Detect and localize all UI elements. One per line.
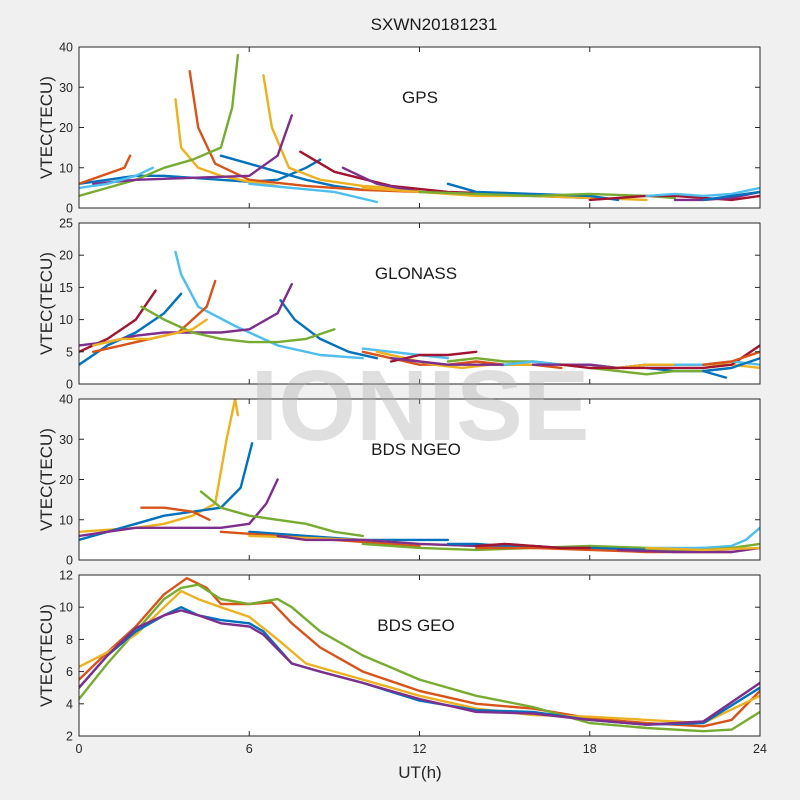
series-line-2: [79, 589, 760, 725]
y-tick-label: 20: [59, 473, 73, 487]
series-line-1: [279, 299, 379, 360]
series-line-21: [702, 357, 760, 373]
series-line-1: [233, 399, 240, 417]
series-line-13: [446, 182, 620, 202]
y-tick-label: 0: [66, 554, 73, 568]
x-tick-label: 12: [413, 742, 427, 756]
y-tick-label: 0: [66, 378, 73, 392]
series-line-7: [91, 318, 208, 347]
watermark: IONISE: [251, 350, 590, 462]
series-line-9: [79, 154, 132, 186]
series-line-4: [79, 609, 760, 726]
y-tick-label: 20: [59, 249, 73, 263]
y-tick-label: 6: [66, 665, 73, 679]
panel-label: GPS: [402, 88, 438, 107]
panel-0: 0 10 20 30 40 VTEC(TECU) GPS: [37, 41, 761, 216]
y-axis-label: VTEC(TECU): [37, 76, 56, 179]
series-line-5: [199, 490, 364, 538]
x-tick-label: 6: [246, 742, 253, 756]
series-line-17: [645, 546, 760, 552]
series-group: [79, 250, 760, 379]
series-line-0: [79, 158, 322, 186]
y-tick-label: 10: [59, 161, 73, 175]
y-tick-label: 40: [59, 393, 73, 407]
series-line-4: [262, 73, 421, 192]
y-tick-label: 30: [59, 433, 73, 447]
figure-title: SXWN20181231: [371, 15, 498, 34]
series-line-5: [79, 53, 240, 198]
plot-area: [79, 223, 760, 384]
y-tick-label: 10: [59, 601, 73, 615]
y-tick-label: 4: [66, 697, 73, 711]
series-group: [79, 399, 760, 554]
y-tick-label: 15: [59, 281, 73, 295]
y-tick-label: 30: [59, 81, 73, 95]
series-line-1: [79, 583, 760, 733]
y-axis-label: VTEC(TECU): [37, 428, 56, 531]
plot-area: [79, 399, 760, 560]
y-tick-label: 10: [59, 313, 73, 327]
panel-label: GLONASS: [375, 264, 457, 283]
series-line-7: [79, 166, 155, 190]
y-tick-label: 25: [59, 217, 73, 231]
y-tick-label: 0: [66, 202, 73, 216]
y-tick-label: 12: [59, 569, 73, 583]
x-tick-label: 18: [583, 742, 597, 756]
y-tick-label: 40: [59, 41, 73, 55]
y-tick-label: 8: [66, 633, 73, 647]
y-tick-label: 5: [66, 345, 73, 359]
plot-area: [79, 47, 760, 208]
series-line-6: [140, 305, 336, 344]
series-line-11: [389, 350, 478, 363]
x-tick-label: 0: [76, 742, 83, 756]
plot-area: [79, 575, 760, 736]
series-line-3: [174, 98, 279, 188]
panel-label: BDS GEO: [377, 616, 454, 635]
series-line-13: [475, 542, 591, 550]
series-line-6: [91, 114, 293, 186]
series-line-8: [248, 182, 379, 204]
series-line-1: [219, 154, 364, 192]
panel-label: BDS NGEO: [371, 440, 461, 459]
series-line-22: [702, 350, 760, 366]
series-line-19: [560, 344, 760, 370]
y-tick-label: 20: [59, 121, 73, 135]
series-line-16: [616, 546, 760, 554]
x-tick-label: 24: [753, 742, 767, 756]
panel-2: 0 10 20 30 40 VTEC(TECU) BDS NGEO: [37, 393, 761, 568]
y-tick-label: 10: [59, 513, 73, 527]
series-line-18: [702, 190, 760, 202]
y-axis-label: VTEC(TECU): [37, 252, 56, 355]
y-tick-label: 2: [66, 730, 73, 744]
series-line-9: [361, 347, 450, 360]
series-line-16: [645, 186, 760, 198]
x-axis-label: UT(h): [398, 763, 441, 782]
panel-1: 0 5 10 15 20 25 VTEC(TECU) GLONASS: [37, 217, 761, 392]
series-line-2: [188, 69, 421, 194]
series-line-3: [79, 478, 279, 538]
series-group: [79, 577, 760, 733]
y-axis-label: VTEC(TECU): [37, 604, 56, 707]
series-line-4: [140, 506, 211, 521]
series-line-13: [389, 357, 506, 366]
series-group: [79, 53, 760, 204]
series-line-2: [174, 250, 364, 360]
series-line-15: [588, 194, 760, 202]
series-line-0: [79, 577, 760, 728]
